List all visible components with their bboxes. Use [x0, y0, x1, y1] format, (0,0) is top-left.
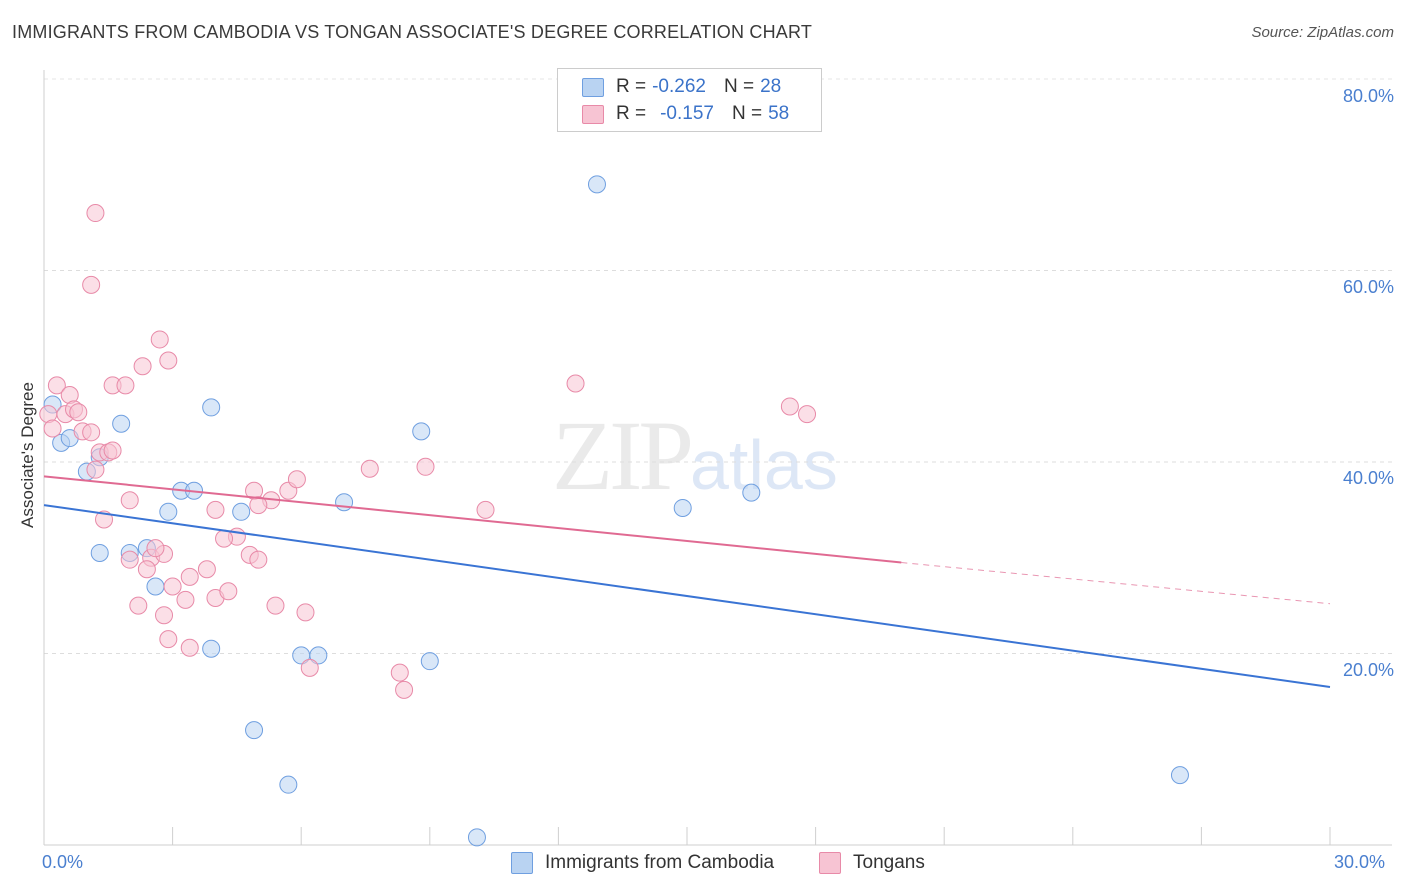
- data-point-tongans: [219, 582, 238, 601]
- data-point-tongans: [197, 560, 216, 579]
- data-point-tongans: [287, 470, 306, 489]
- bottom-legend-cambodia[interactable]: Immigrants from Cambodia: [511, 852, 774, 874]
- data-point-tongans: [215, 529, 234, 548]
- legend-row-cambodia: R = -0.262 N = 28: [582, 74, 781, 100]
- data-point-tongans: [395, 680, 414, 699]
- data-point-tongans: [249, 496, 268, 515]
- data-point-tongans: [180, 567, 199, 586]
- watermark-atlas: atlas: [690, 426, 838, 504]
- data-point-tongans: [146, 539, 165, 558]
- legend-swatch-pink: [819, 852, 841, 874]
- bottom-legend-tongans[interactable]: Tongans: [819, 852, 925, 874]
- data-point-cambodia: [1170, 766, 1189, 785]
- x-tick-label-max: 30.0%: [1334, 852, 1386, 872]
- legend-r-label: R =: [616, 76, 647, 97]
- data-point-cambodia: [159, 502, 178, 521]
- data-point-tongans: [360, 459, 379, 478]
- x-tick-label-min: 0.0%: [42, 852, 84, 872]
- y-tick-label: 20.0%: [1342, 660, 1394, 680]
- data-point-tongans: [95, 510, 114, 529]
- data-point-tongans: [150, 330, 169, 349]
- data-point-cambodia: [90, 543, 109, 562]
- data-point-cambodia: [245, 721, 264, 740]
- legend-swatch-pink: [582, 104, 604, 124]
- data-point-cambodia: [673, 498, 692, 517]
- y-tick-label: 60.0%: [1342, 277, 1394, 297]
- data-point-tongans: [249, 550, 268, 569]
- data-point-tongans: [129, 596, 148, 615]
- data-point-tongans: [798, 405, 817, 424]
- data-point-cambodia: [309, 646, 328, 665]
- data-point-tongans: [159, 630, 178, 649]
- data-point-tongans: [300, 658, 319, 677]
- trend-line-tongans: [43, 475, 902, 564]
- data-point-tongans: [159, 351, 178, 370]
- data-point-tongans: [296, 603, 315, 622]
- data-point-cambodia: [335, 493, 354, 512]
- watermark-zip: ZIP: [552, 400, 694, 511]
- legend-r-label: R =: [616, 103, 647, 124]
- data-point-tongans: [206, 500, 225, 519]
- legend-row-tongans: R = -0.157 N = 58: [582, 101, 789, 127]
- data-point-cambodia: [279, 775, 298, 794]
- data-point-tongans: [120, 550, 139, 569]
- data-point-cambodia: [112, 414, 131, 433]
- data-point-tongans: [566, 374, 585, 393]
- data-point-tongans: [116, 376, 135, 395]
- legend-r-value: -0.262: [652, 76, 706, 97]
- data-point-cambodia: [412, 422, 431, 441]
- y-tick-label: 40.0%: [1342, 468, 1394, 488]
- data-point-cambodia: [587, 175, 606, 194]
- data-point-tongans: [266, 596, 285, 615]
- chart-title: IMMIGRANTS FROM CAMBODIA VS TONGAN ASSOC…: [12, 22, 813, 42]
- data-point-cambodia: [467, 828, 486, 847]
- data-point-tongans: [137, 560, 156, 579]
- data-point-tongans: [180, 638, 199, 657]
- legend-n-value: 28: [760, 76, 782, 97]
- legend-swatch-blue: [511, 852, 533, 874]
- chart-source: Source: ZipAtlas.com: [1251, 24, 1394, 41]
- data-point-tongans: [155, 606, 174, 625]
- data-point-tongans: [86, 460, 105, 479]
- bottom-legend-label: Immigrants from Cambodia: [545, 852, 775, 873]
- y-tick-label: 80.0%: [1342, 86, 1394, 106]
- data-point-tongans: [416, 457, 435, 476]
- data-point-tongans: [476, 500, 495, 519]
- trend-line-tongans-extension: [901, 562, 1331, 605]
- data-point-cambodia: [420, 652, 439, 671]
- data-point-cambodia: [232, 502, 251, 521]
- data-point-tongans: [82, 423, 101, 442]
- data-point-tongans: [120, 491, 139, 510]
- legend-n-label: N =: [723, 76, 755, 97]
- data-point-tongans: [163, 577, 182, 596]
- data-point-tongans: [82, 275, 101, 294]
- data-point-cambodia: [202, 639, 221, 658]
- legend-n-value: 58: [768, 103, 790, 124]
- y-axis-label: Associate's Degree: [18, 382, 37, 528]
- bottom-legend-label: Tongans: [853, 852, 925, 873]
- data-point-tongans: [176, 590, 195, 609]
- legend-swatch-blue: [582, 77, 604, 97]
- data-point-cambodia: [202, 398, 221, 417]
- data-point-cambodia: [146, 577, 165, 596]
- legend-r-value: -0.157: [660, 103, 714, 124]
- data-point-tongans: [69, 403, 88, 422]
- trend-line-cambodia: [43, 504, 1331, 689]
- watermark: ZIPatlas: [552, 398, 838, 513]
- data-point-tongans: [47, 376, 66, 395]
- data-point-cambodia: [742, 483, 761, 502]
- data-point-tongans: [780, 397, 799, 416]
- data-point-tongans: [133, 357, 152, 376]
- legend-n-label: N =: [731, 103, 763, 124]
- data-point-tongans: [103, 441, 122, 460]
- data-point-tongans: [43, 419, 62, 438]
- correlation-legend: R = -0.262 N = 28 R = -0.157 N = 58: [557, 68, 822, 132]
- data-point-tongans: [86, 204, 105, 223]
- data-point-tongans: [390, 663, 409, 682]
